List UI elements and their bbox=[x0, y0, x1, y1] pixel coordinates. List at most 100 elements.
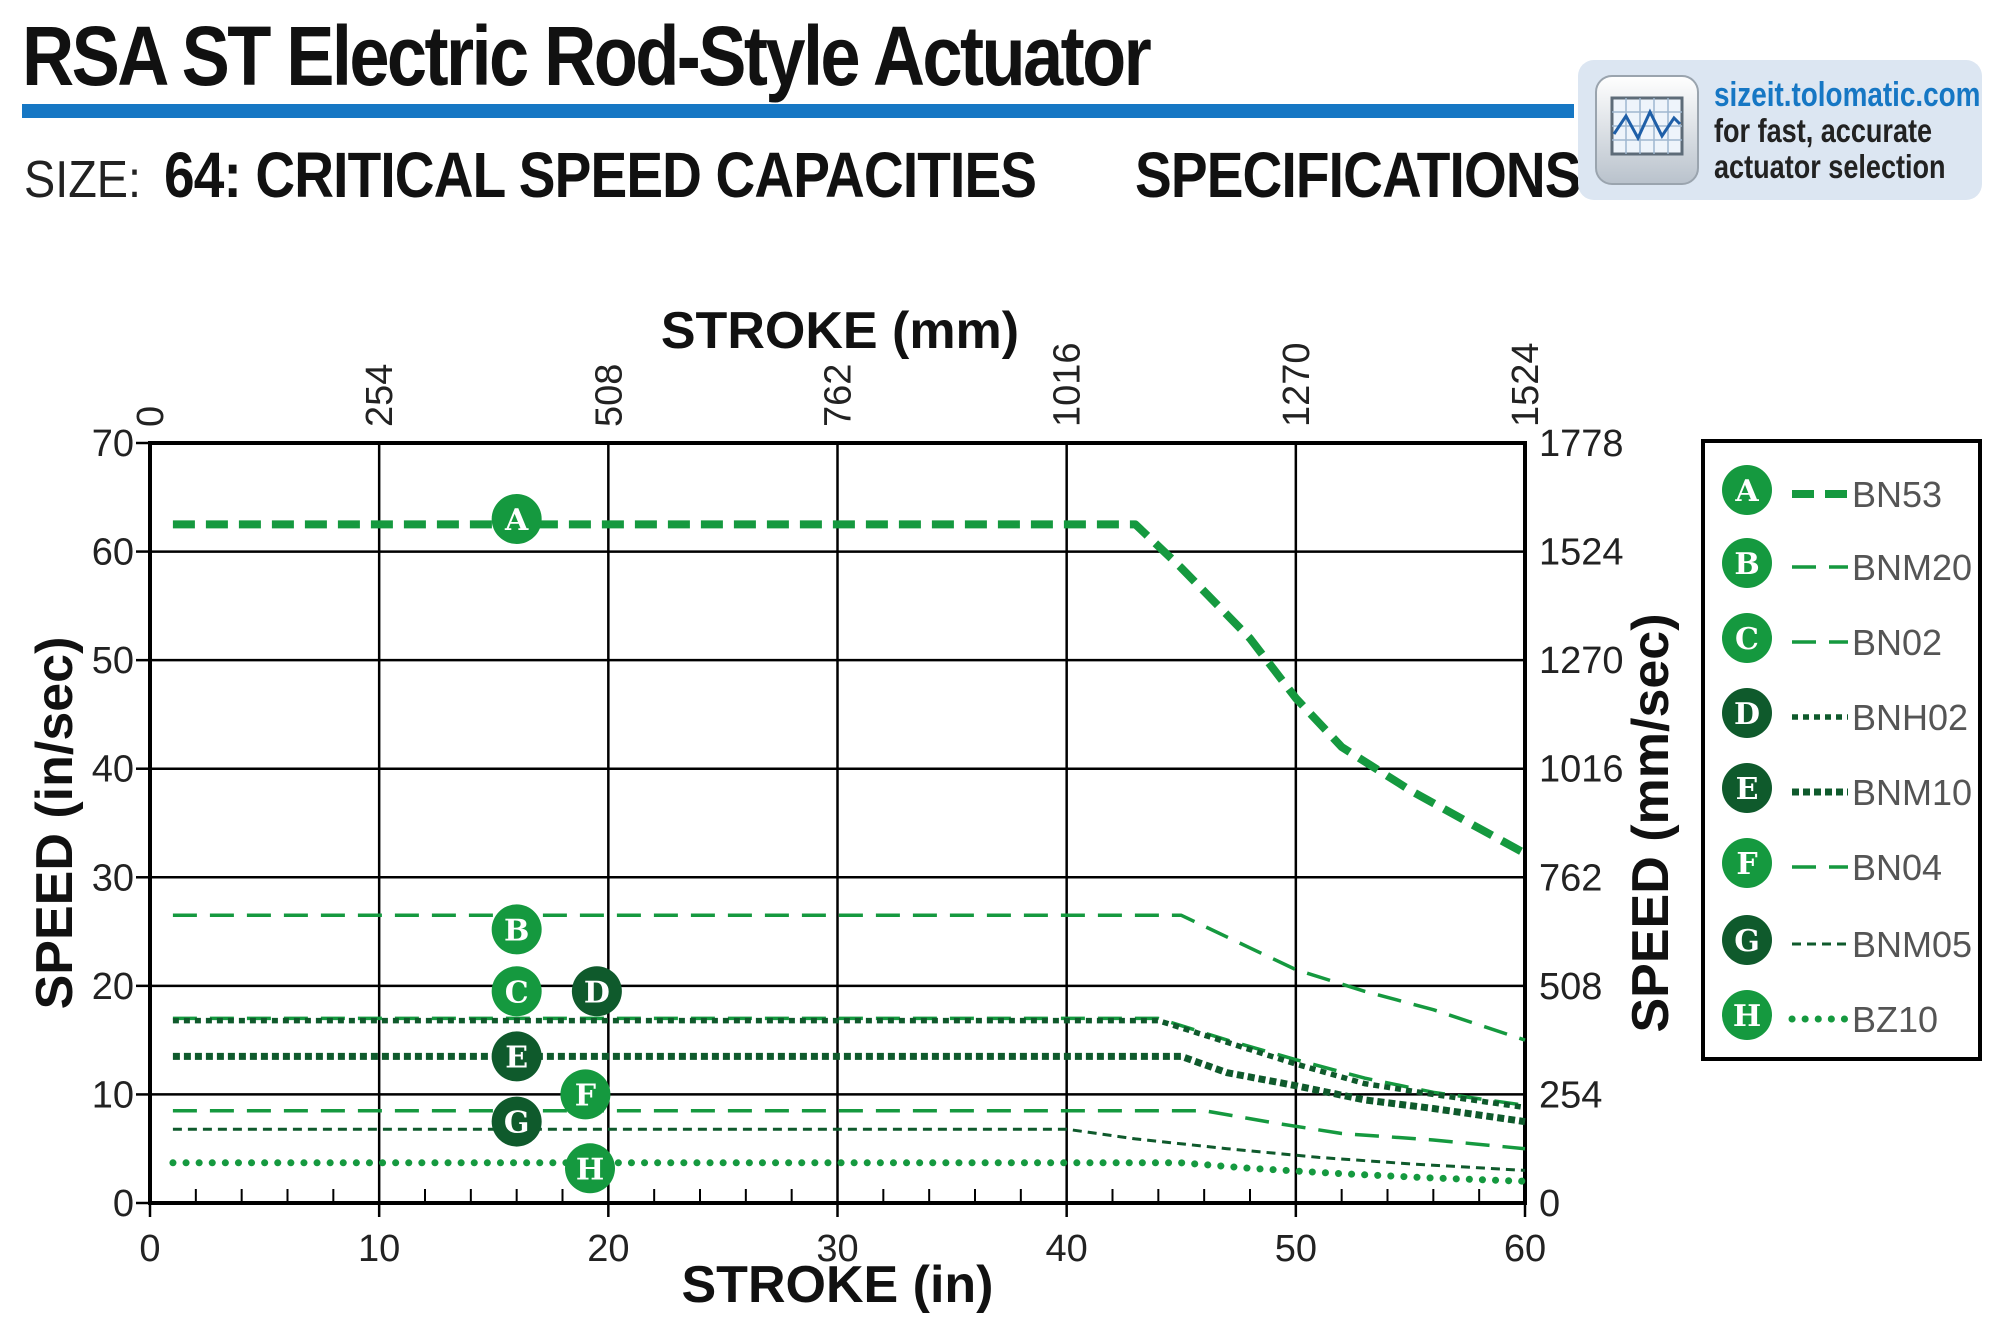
legend-badge-letter: A bbox=[1734, 474, 1759, 509]
legend-badge-letter: E bbox=[1736, 772, 1759, 807]
x-tick-label: 50 bbox=[1275, 1228, 1317, 1270]
x2-tick-label: 1524 bbox=[1505, 342, 1547, 427]
title-rule bbox=[22, 104, 1574, 118]
y2-tick-label: 508 bbox=[1539, 966, 1602, 1008]
badge-e-label: E bbox=[505, 1040, 528, 1075]
series-line-bn53 bbox=[172, 520, 1527, 857]
y-tick-label: 70 bbox=[92, 423, 134, 465]
x2-tick-label: 1016 bbox=[1047, 342, 1089, 427]
series-line-bn04 bbox=[172, 1108, 1526, 1151]
chart-screen-icon bbox=[1595, 75, 1699, 185]
y-tick-label: 0 bbox=[113, 1183, 134, 1225]
legend-label-bnh02: BNH02 bbox=[1852, 697, 1968, 738]
y2-tick-label: 1270 bbox=[1539, 640, 1624, 682]
y-axis-title: SPEED (in/sec) bbox=[26, 637, 84, 1010]
promo-line-2: actuator selection bbox=[1714, 148, 1946, 185]
badge-c-label: C bbox=[505, 975, 529, 1010]
badge-g-marker bbox=[491, 1096, 542, 1147]
legend-badge-a bbox=[1722, 465, 1772, 515]
x2-tick-label: 508 bbox=[588, 364, 630, 427]
badge-h-label: H bbox=[576, 1152, 604, 1187]
badge-a-marker bbox=[491, 494, 542, 544]
x-axis-title: STROKE (in) bbox=[682, 1256, 994, 1314]
y-tick-label: 30 bbox=[92, 857, 134, 899]
legend-items: A BN53 B BNM20 C BN02 D BNH02 E BNM10 F BN04 G BNM05 H… bbox=[1722, 465, 1972, 1040]
legend-label-bn04: BN04 bbox=[1852, 847, 1942, 888]
sizeit-link[interactable]: sizeit.tolomatic.com bbox=[1714, 76, 1981, 114]
series-badges: A BC D E F G H bbox=[491, 494, 622, 1194]
x2-tick-label: 254 bbox=[359, 364, 401, 427]
y2-tick-label: 762 bbox=[1539, 857, 1602, 899]
legend-label-bnm10: BNM10 bbox=[1852, 772, 1972, 813]
x-tick-label: 0 bbox=[139, 1228, 160, 1270]
badge-f-label: F bbox=[575, 1078, 596, 1113]
x-tick-label: 30 bbox=[816, 1228, 858, 1270]
promo-line-1: for fast, accurate bbox=[1714, 112, 1933, 149]
y2-tick-label: 1524 bbox=[1539, 532, 1624, 574]
y2-tick-label: 1778 bbox=[1539, 423, 1624, 465]
x-tick-label: 20 bbox=[587, 1228, 629, 1270]
badge-d-label: D bbox=[584, 975, 610, 1010]
series-line-bnm05 bbox=[172, 1127, 1526, 1172]
series-line-bnh02 bbox=[172, 1017, 1526, 1111]
series-line-bz10 bbox=[169, 1159, 1529, 1185]
legend-badge-d bbox=[1722, 688, 1772, 738]
legend-label-bnm20: BNM20 bbox=[1852, 547, 1972, 588]
legend-badge-letter: D bbox=[1734, 697, 1760, 732]
y-tick-label: 40 bbox=[92, 749, 134, 791]
sizing-promo[interactable]: sizeit.tolomatic.com for fast, accurate … bbox=[1578, 60, 1982, 200]
y2-tick-label: 254 bbox=[1539, 1074, 1602, 1116]
badge-f-marker bbox=[560, 1069, 611, 1120]
series-line-bnm20 bbox=[172, 913, 1526, 1042]
series-layer bbox=[169, 520, 1529, 1185]
size-label: SIZE: bbox=[24, 151, 142, 209]
badge-a-label: A bbox=[504, 503, 529, 538]
legend-badge-letter: B bbox=[1734, 547, 1759, 582]
section-label: SPECIFICATIONS bbox=[1135, 139, 1582, 211]
legend-label-bnm05: BNM05 bbox=[1852, 924, 1972, 965]
x-tick-label: 10 bbox=[358, 1228, 400, 1270]
badge-g-label: G bbox=[504, 1106, 530, 1141]
badge-d-marker bbox=[571, 966, 622, 1017]
y-tick-label: 10 bbox=[92, 1074, 134, 1116]
legend-badge-letter: H bbox=[1733, 999, 1761, 1034]
legend-label-bz10: BZ10 bbox=[1852, 999, 1938, 1040]
y-tick-label: 60 bbox=[92, 532, 134, 574]
legend bbox=[1701, 439, 1982, 1061]
legend-badge-h bbox=[1722, 990, 1772, 1040]
chart-grid bbox=[150, 443, 1525, 1203]
x-tick-label: 60 bbox=[1504, 1228, 1546, 1270]
legend-badge-letter: F bbox=[1736, 847, 1757, 882]
y2-tick-label: 1016 bbox=[1539, 749, 1624, 791]
badge-h-marker bbox=[565, 1143, 615, 1194]
size-value: 64: CRITICAL SPEED CAPACITIES bbox=[164, 139, 1037, 211]
badge-c-marker bbox=[491, 966, 542, 1017]
badge-b-label: B bbox=[504, 913, 529, 948]
badge-b-marker bbox=[491, 904, 542, 955]
badge-e-marker bbox=[491, 1031, 542, 1082]
top-x-axis-title: STROKE (mm) bbox=[661, 302, 1019, 360]
right-y-axis-title: SPEED (mm/sec) bbox=[1622, 613, 1680, 1032]
legend-badge-c bbox=[1722, 613, 1772, 663]
legend-badge-letter: G bbox=[1734, 924, 1760, 959]
x2-tick-label: 1270 bbox=[1276, 342, 1318, 427]
legend-badge-f bbox=[1722, 838, 1772, 888]
legend-badge-b bbox=[1722, 538, 1772, 588]
legend-badge-g bbox=[1722, 915, 1772, 965]
legend-badge-e bbox=[1722, 763, 1772, 813]
legend-label-bn53: BN53 bbox=[1852, 474, 1942, 515]
y-tick-label: 50 bbox=[92, 640, 134, 682]
series-line-bn02 bbox=[172, 1016, 1526, 1108]
x-tick-label: 40 bbox=[1046, 1228, 1088, 1270]
legend-label-bn02: BN02 bbox=[1852, 622, 1942, 663]
y-tick-label: 20 bbox=[92, 966, 134, 1008]
x2-tick-label: 0 bbox=[130, 406, 172, 427]
x2-tick-label: 762 bbox=[818, 364, 860, 427]
legend-badge-letter: C bbox=[1735, 622, 1759, 657]
y2-tick-label: 0 bbox=[1539, 1183, 1560, 1225]
subtitle: SIZE: 64: CRITICAL SPEED CAPACITIES bbox=[24, 140, 1179, 228]
page-title: RSA ST Electric Rod-Style Actuator bbox=[22, 9, 1152, 103]
series-line-bnm10 bbox=[172, 1052, 1526, 1126]
